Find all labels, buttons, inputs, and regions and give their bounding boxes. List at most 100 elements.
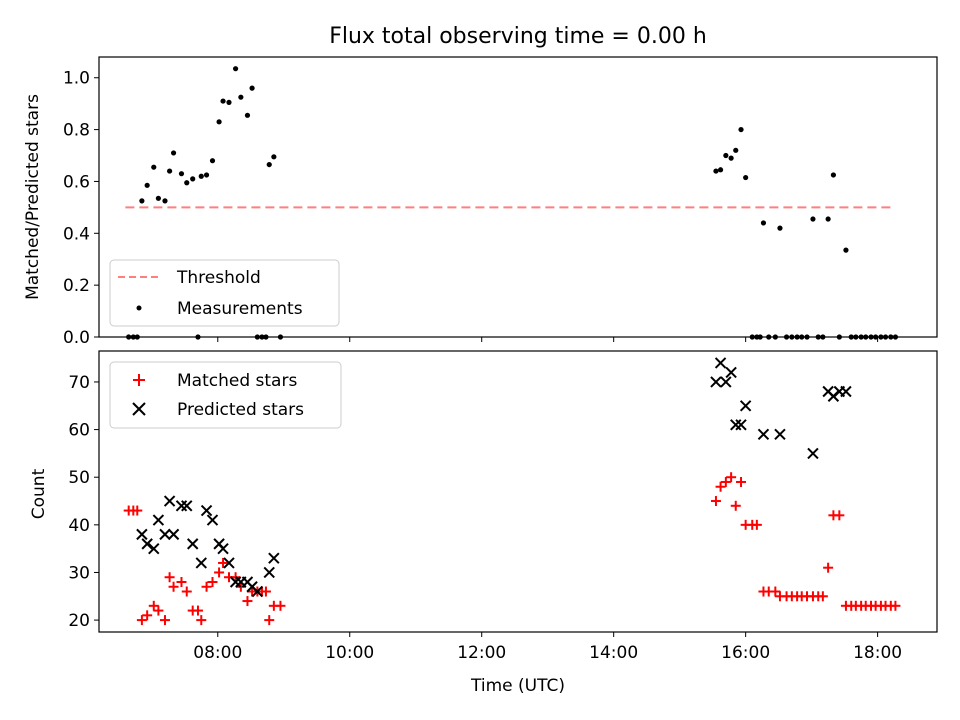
- predicted-star-stroke: [200, 504, 213, 517]
- predicted-star-point: [735, 419, 747, 431]
- predicted-star-stroke: [163, 495, 176, 507]
- bottom-y-tick-label: 50: [68, 468, 90, 488]
- matched-star-point: [218, 557, 229, 568]
- measurement-point: [178, 171, 185, 177]
- measurement-point: [271, 154, 277, 160]
- matched-star-point: [142, 610, 153, 621]
- matched-star-point: [823, 562, 834, 573]
- predicted-star-stroke: [725, 366, 737, 379]
- measurement-point: [723, 152, 729, 159]
- top-y-tick-label: 0.8: [63, 121, 90, 141]
- bottom-y-tick-label: 20: [68, 611, 90, 631]
- measurement-point: [220, 98, 226, 104]
- measurement-point: [144, 182, 150, 188]
- predicted-star-point: [141, 538, 153, 550]
- measurement-point: [190, 176, 196, 182]
- predicted-star-stroke: [714, 357, 727, 369]
- predicted-star-stroke: [739, 400, 752, 412]
- bottom-legend-box: [109, 361, 342, 429]
- predicted-star-point: [195, 557, 207, 569]
- predicted-star-stroke: [167, 528, 180, 541]
- predicted-star-stroke: [720, 376, 732, 388]
- measurement-point: [170, 150, 177, 156]
- matched-star-point: [164, 572, 175, 583]
- predicted-star-point: [163, 495, 176, 507]
- matched-star-point: [715, 481, 726, 492]
- bottom-y-tick-label: 40: [68, 516, 90, 536]
- measurement-point: [216, 119, 222, 125]
- measurement-point: [738, 126, 744, 133]
- predicted-star-point: [167, 528, 180, 541]
- matched-star-point: [890, 600, 901, 611]
- predicted-star-point: [251, 585, 264, 598]
- x-tick-label: 18:00: [853, 643, 902, 663]
- top-x-ticks: [217, 337, 879, 342]
- matched-star-point: [726, 472, 737, 483]
- predicted-star-stroke: [195, 557, 207, 569]
- top-panel: 0.0 0.2 0.4 0.6 0.8 1.0 Matched/Predicted sta…: [23, 56, 938, 348]
- top-axes-frame: [98, 56, 938, 338]
- measurement-point: [232, 66, 239, 72]
- predicted-star-stroke: [263, 566, 275, 579]
- bottom-y-tick-label: 70: [68, 373, 90, 393]
- matched-star-point: [834, 510, 845, 521]
- top-legend: Threshold Measurements: [109, 259, 340, 327]
- predicted-star-stroke: [246, 581, 258, 593]
- top-y-tick-label: 0.4: [63, 224, 90, 244]
- matched-star-point: [242, 596, 253, 607]
- bottom-marks: [123, 357, 901, 626]
- measurement-point: [810, 216, 816, 222]
- measurement-point: [244, 112, 251, 118]
- predicted-star-point: [720, 376, 732, 388]
- predicted-star-point: [774, 428, 786, 441]
- predicted-star-point: [148, 542, 160, 555]
- predicted-star-stroke: [136, 528, 148, 541]
- measurement-point: [203, 172, 210, 178]
- predicted-star-point: [186, 538, 199, 550]
- measurement-point: [713, 168, 719, 174]
- top-y-tick-label: 1.0: [63, 69, 90, 89]
- x-tick-label: 10:00: [325, 643, 374, 663]
- predicted-star-stroke: [217, 542, 229, 555]
- x-axis-label: Time (UTC): [470, 676, 565, 696]
- matched-star-point: [770, 586, 781, 597]
- matched-star-point: [275, 600, 286, 611]
- predicted-star-stroke: [840, 385, 852, 398]
- predicted-star-stroke: [141, 538, 153, 550]
- bottom-y-tick-label: 30: [68, 563, 90, 583]
- matched-star-point: [817, 591, 828, 602]
- matched-star-point: [196, 615, 207, 626]
- bottom-panel: 20 30 40 50 60 70 08:00 10:00 12:00 14:00 16:00 18…: [29, 350, 938, 696]
- measurement-point: [760, 220, 767, 226]
- x-tick-label: 16:00: [721, 643, 770, 663]
- predicted-star-point: [268, 552, 280, 564]
- bottom-y-tick-label: 60: [68, 421, 90, 441]
- top-y-tick-label: 0.2: [63, 276, 90, 296]
- measurement-point: [717, 167, 724, 173]
- predicted-star-stroke: [268, 552, 280, 564]
- predicted-star-point: [217, 542, 229, 555]
- matched-star-point: [235, 581, 246, 592]
- measurement-point: [151, 164, 157, 170]
- matched-legend-swatch: [133, 374, 145, 386]
- predicted-star-stroke: [223, 557, 235, 569]
- measurement-point: [733, 147, 739, 153]
- predicted-star-stroke: [774, 428, 786, 441]
- matched-star-point: [736, 476, 747, 487]
- bottom-legend: Matched stars Predicted stars: [109, 361, 342, 429]
- bottom-axes-frame: [98, 350, 938, 633]
- threshold-legend-label: Threshold: [176, 268, 261, 288]
- matched-star-point: [730, 500, 741, 511]
- matched-legend-label: Matched stars: [177, 371, 297, 391]
- predicted-star-point: [200, 504, 213, 517]
- measurements-legend-label: Measurements: [177, 299, 303, 319]
- matched-star-point: [148, 600, 159, 611]
- matched-star-point: [136, 615, 147, 626]
- predicted-star-stroke: [735, 419, 747, 431]
- predicted-star-stroke: [822, 385, 834, 398]
- predicted-star-stroke: [148, 542, 160, 555]
- predicted-star-stroke: [152, 514, 165, 526]
- measurement-point: [184, 180, 190, 186]
- matched-star-point: [264, 615, 275, 626]
- measurement-point: [198, 173, 204, 179]
